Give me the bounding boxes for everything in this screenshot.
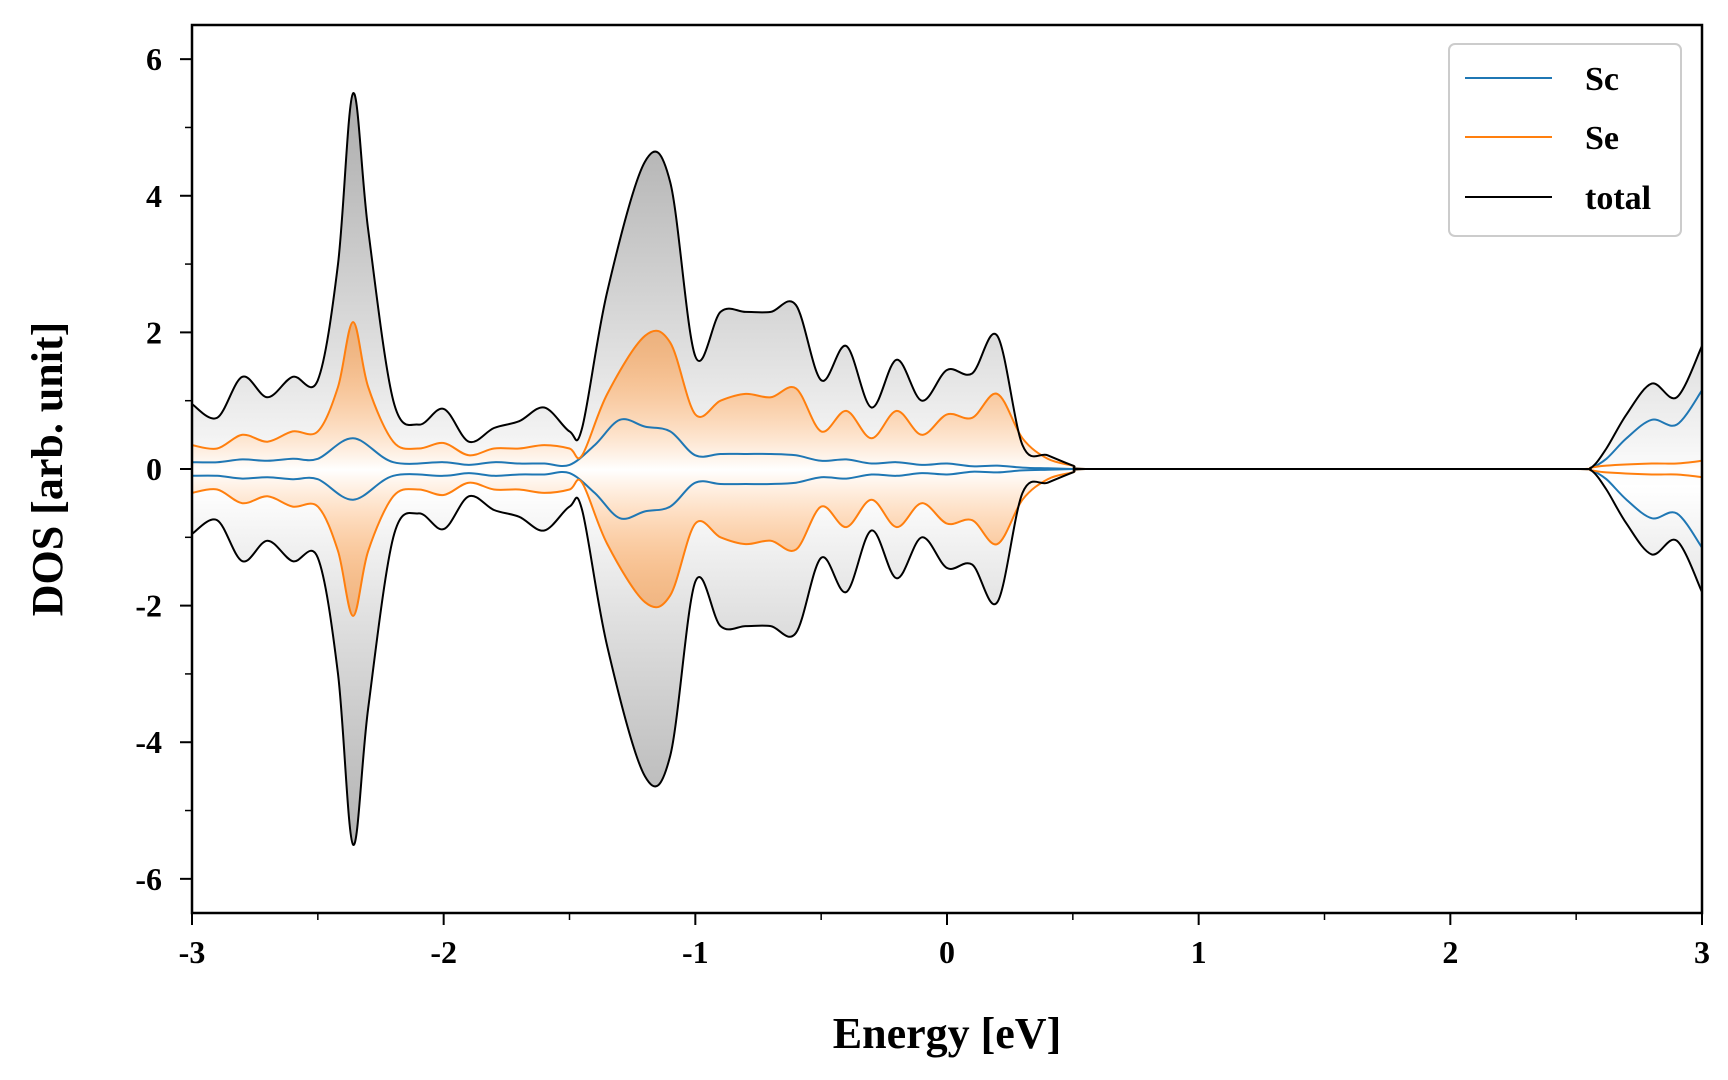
y-tick-label: 6 bbox=[146, 41, 162, 77]
fill-layer bbox=[192, 93, 1702, 845]
fill-total-down bbox=[192, 469, 1702, 845]
x-axis-label: Energy [eV] bbox=[833, 1009, 1062, 1058]
x-tick-label: -2 bbox=[430, 934, 457, 970]
x-tick-label: -1 bbox=[682, 934, 709, 970]
y-tick-label: 0 bbox=[146, 451, 162, 487]
x-tick-label: 2 bbox=[1442, 934, 1458, 970]
fill-se-up bbox=[192, 322, 1702, 469]
legend-label-se: Se bbox=[1585, 120, 1619, 157]
fill-se-down bbox=[192, 469, 1702, 616]
y-tick-label: -6 bbox=[135, 861, 162, 897]
y-tick-label: 2 bbox=[146, 314, 162, 350]
legend-box bbox=[1448, 43, 1682, 237]
y-tick-label: 4 bbox=[146, 178, 162, 214]
line-layer bbox=[192, 92, 1702, 846]
y-axis-label: DOS [arb. unit] bbox=[23, 322, 72, 617]
legend: Sc Se total bbox=[1448, 43, 1682, 237]
y-axis: -6 -4 -2 0 2 4 6 bbox=[135, 41, 192, 897]
x-tick-label: -3 bbox=[179, 934, 206, 970]
series-line-total-down bbox=[192, 467, 1702, 846]
x-tick-label: 1 bbox=[1191, 934, 1207, 970]
x-axis: -3 -2 -1 0 1 2 3 bbox=[179, 913, 1710, 970]
legend-label-sc: Sc bbox=[1585, 61, 1619, 98]
y-tick-label: -4 bbox=[135, 724, 162, 760]
x-tick-label: 0 bbox=[939, 934, 955, 970]
y-tick-label: -2 bbox=[135, 588, 162, 624]
legend-label-total: total bbox=[1585, 180, 1651, 217]
x-tick-label: 3 bbox=[1694, 934, 1710, 970]
